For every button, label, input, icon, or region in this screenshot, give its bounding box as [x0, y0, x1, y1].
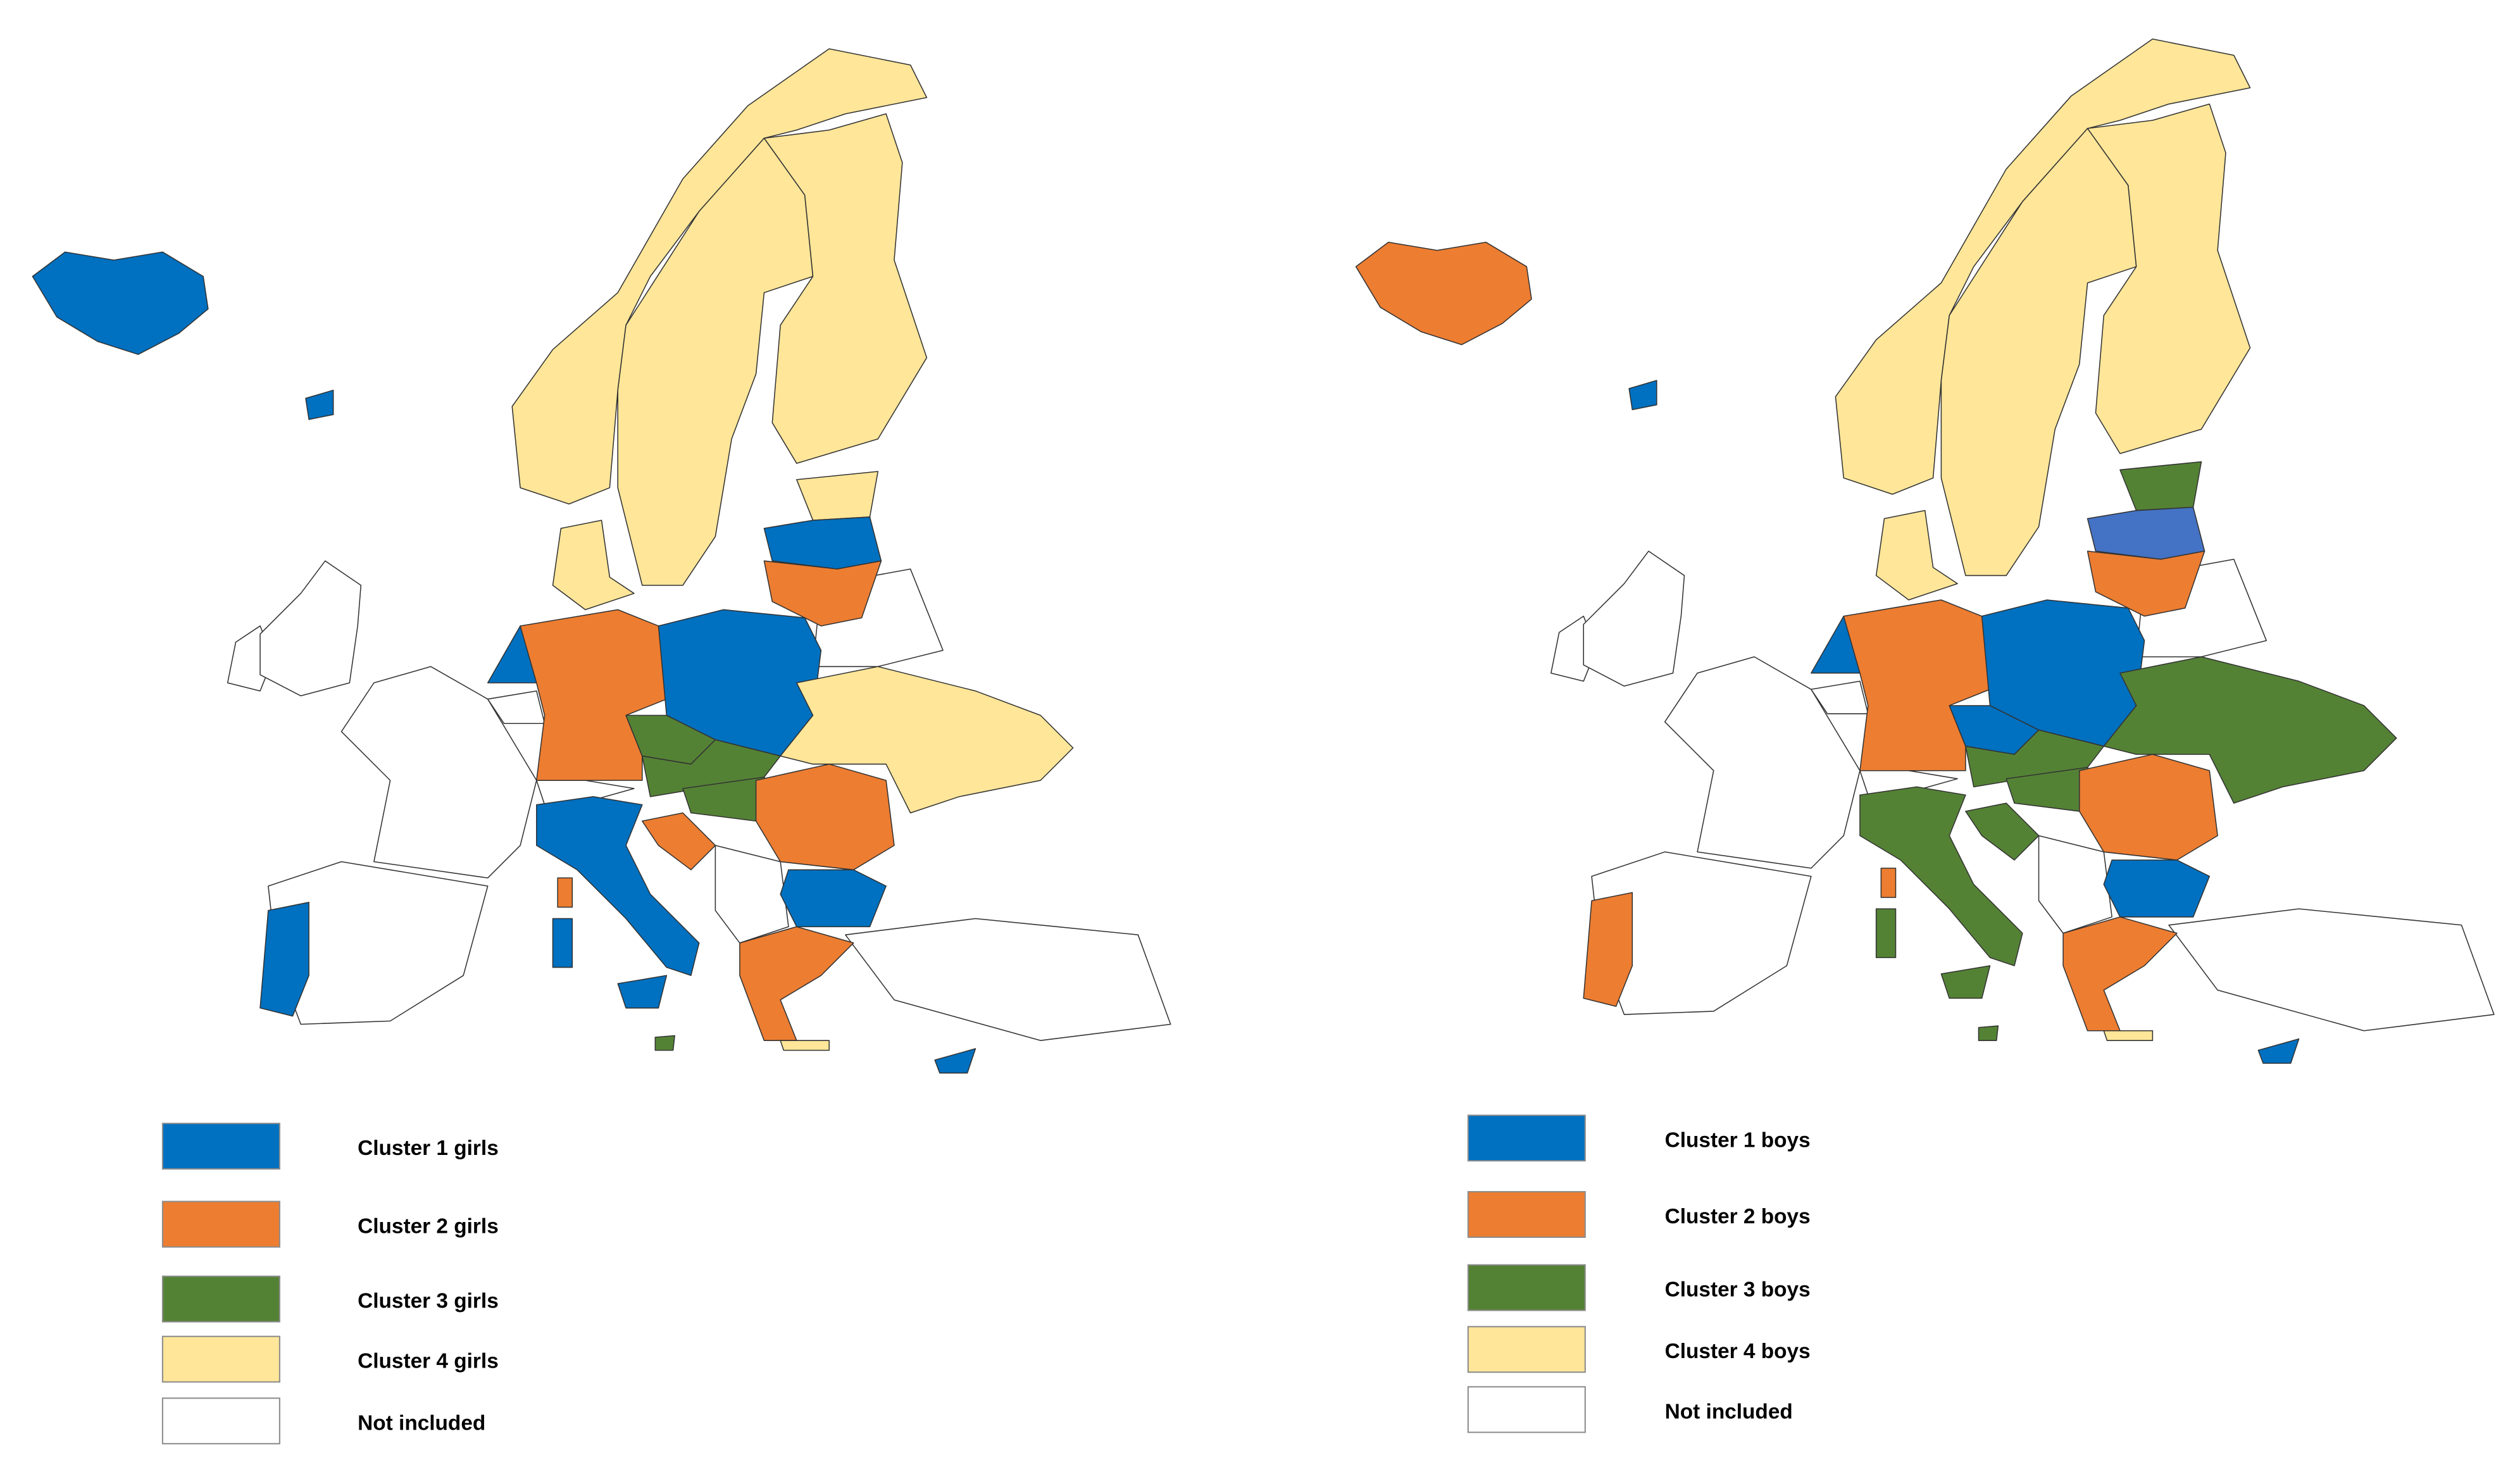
legend-label: Cluster 3 boys — [1665, 1278, 1811, 1302]
legend-swatch — [161, 1123, 280, 1170]
legend-swatch — [161, 1397, 280, 1445]
legend-label: Cluster 1 boys — [1665, 1128, 1811, 1152]
map-boys — [1355, 38, 2495, 1064]
legend-swatch — [161, 1201, 280, 1248]
legend-swatch — [1467, 1191, 1586, 1238]
legend-label: Not included — [358, 1411, 485, 1435]
legend-label: Cluster 2 boys — [1665, 1205, 1811, 1228]
legend-label: Cluster 4 girls — [358, 1350, 499, 1373]
legend-label: Cluster 4 boys — [1665, 1340, 1811, 1363]
legend-swatch — [1467, 1386, 1586, 1433]
legends: Cluster 1 girls Cluster 2 girls Cluster 3 … — [161, 1114, 1811, 1445]
legend-label: Cluster 3 girls — [358, 1290, 499, 1313]
legend-label: Cluster 1 girls — [358, 1137, 499, 1160]
legend-swatch — [1467, 1264, 1586, 1311]
legend-swatch — [1467, 1114, 1586, 1162]
map-girls — [32, 48, 1171, 1074]
legend-swatch — [1467, 1326, 1586, 1373]
legend-swatch — [161, 1335, 280, 1383]
legend-swatch — [161, 1275, 280, 1323]
legend-label: Not included — [1665, 1400, 1793, 1423]
legend-label: Cluster 2 girls — [358, 1214, 499, 1238]
